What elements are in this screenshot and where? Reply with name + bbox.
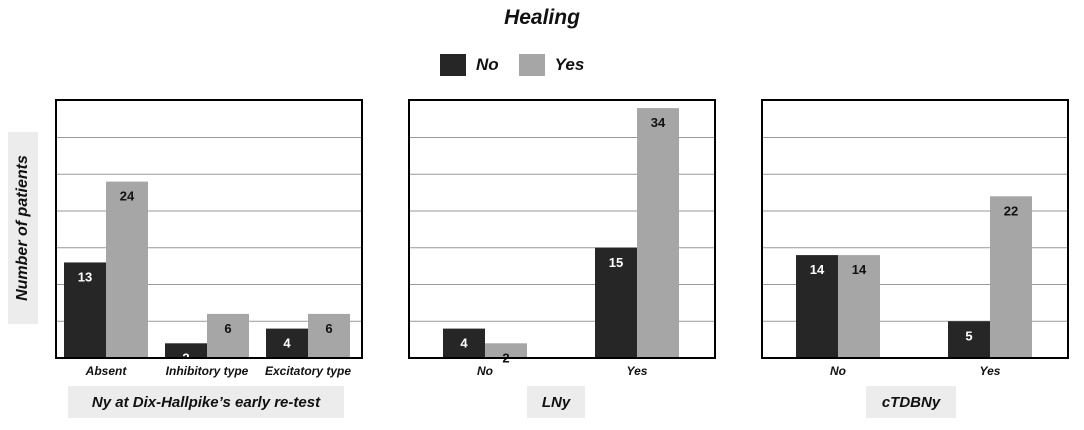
bar-yes-yes	[637, 108, 679, 358]
data-label: 34	[651, 115, 666, 130]
data-label: 4	[460, 336, 468, 351]
tick-label: Absent	[85, 364, 128, 378]
y-axis-label: Number of patients	[14, 155, 31, 301]
chart-panel-ctdbny: 14 14 No 5 22 Yes	[761, 99, 1069, 378]
bar-no-excitatory-type	[266, 328, 308, 358]
y-axis-label-background	[8, 132, 38, 324]
bar-no-yes	[595, 247, 637, 358]
bar-yes-no	[485, 343, 527, 358]
plot-frame	[408, 99, 716, 359]
data-label: 6	[224, 321, 231, 336]
chart-title: Healing	[504, 6, 580, 29]
data-label: 14	[852, 262, 867, 277]
legend-item-no: No	[440, 54, 499, 76]
bar-no-absent	[64, 262, 106, 358]
data-label: 6	[325, 321, 332, 336]
panel-caption-ctdbny: cTDBNy	[866, 386, 956, 418]
bar-yes-inhibitory-type	[207, 313, 249, 358]
legend-swatch-no	[440, 54, 466, 76]
plot-frame	[761, 99, 1069, 359]
tick-label: Yes	[980, 364, 1001, 378]
data-label: 24	[120, 189, 135, 204]
tick-label: No	[477, 364, 493, 378]
data-label: 14	[810, 262, 825, 277]
bar-no-no	[443, 328, 485, 358]
tick-label: No	[830, 364, 846, 378]
bar-no-no	[796, 255, 838, 358]
bar-yes-excitatory-type	[308, 313, 350, 358]
data-label: 15	[609, 255, 623, 270]
bar-no-inhibitory-type	[165, 343, 207, 358]
tick-label: Yes	[627, 364, 648, 378]
bar-yes-absent	[106, 181, 148, 358]
data-label: 5	[965, 328, 972, 343]
bar-yes-no	[838, 255, 880, 358]
panel-caption-dix-hallpike: Ny at Dix-Hallpike’s early re-test	[68, 386, 344, 418]
legend-label-yes: Yes	[554, 55, 585, 74]
data-label: 13	[78, 269, 92, 284]
bar-yes-yes	[990, 196, 1032, 358]
bar-no-yes	[948, 321, 990, 358]
plot-frame	[55, 99, 363, 359]
data-label: 4	[283, 336, 291, 351]
data-label: 22	[1004, 203, 1018, 218]
legend: No Yes	[440, 53, 604, 77]
panel-caption-lny: LNy	[527, 386, 585, 418]
tick-label: Excitatory type	[265, 364, 351, 378]
tick-label: Inhibitory type	[166, 364, 249, 378]
legend-swatch-yes	[518, 54, 545, 76]
legend-label-no: No	[476, 55, 499, 74]
legend-item-yes: Yes	[518, 54, 585, 76]
